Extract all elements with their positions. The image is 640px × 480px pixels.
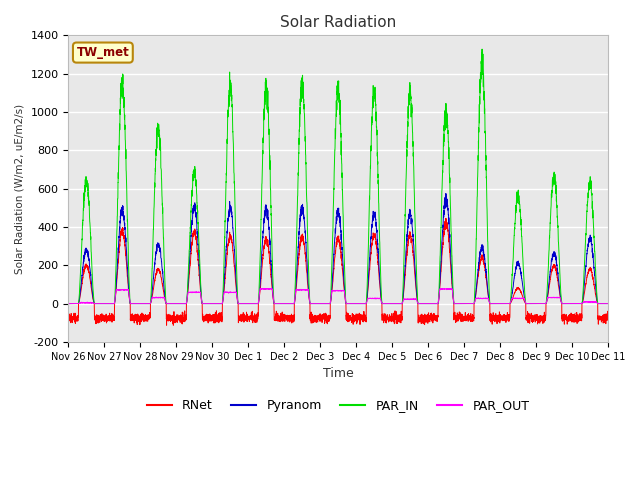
Pyranom <box>65 300 72 306</box>
Pyranom <box>604 300 612 306</box>
PAR_OUT <box>490 300 497 306</box>
PAR_OUT <box>429 300 437 306</box>
RNet <box>460 314 467 320</box>
PAR_IN <box>459 300 467 306</box>
PAR_IN <box>478 46 486 52</box>
RNet <box>442 216 450 221</box>
Line: RNet: RNet <box>68 218 608 325</box>
RNet <box>490 316 497 322</box>
Line: PAR_IN: PAR_IN <box>68 49 608 303</box>
PAR_IN <box>318 300 326 306</box>
Text: TW_met: TW_met <box>77 46 129 59</box>
PAR_IN <box>65 300 72 306</box>
PAR_IN <box>490 300 497 306</box>
Pyranom <box>429 300 437 306</box>
RNet <box>429 316 437 322</box>
Pyranom <box>459 300 467 306</box>
PAR_IN <box>161 289 169 295</box>
Pyranom <box>490 300 497 306</box>
Y-axis label: Solar Radiation (W/m2, uE/m2/s): Solar Radiation (W/m2, uE/m2/s) <box>15 104 25 274</box>
Line: PAR_OUT: PAR_OUT <box>68 288 608 303</box>
PAR_IN <box>604 300 612 306</box>
PAR_OUT <box>318 300 326 306</box>
PAR_IN <box>604 300 611 306</box>
PAR_OUT <box>260 286 268 291</box>
RNet <box>170 323 177 328</box>
RNet <box>65 315 72 321</box>
RNet <box>604 314 611 320</box>
RNet <box>318 317 326 323</box>
Pyranom <box>604 300 611 306</box>
PAR_OUT <box>604 300 612 306</box>
Pyranom <box>442 191 450 196</box>
RNet <box>604 317 612 323</box>
PAR_OUT <box>161 298 169 303</box>
Legend: RNet, Pyranom, PAR_IN, PAR_OUT: RNet, Pyranom, PAR_IN, PAR_OUT <box>142 394 534 417</box>
X-axis label: Time: Time <box>323 367 353 380</box>
PAR_OUT <box>459 300 467 306</box>
PAR_IN <box>429 300 437 306</box>
PAR_OUT <box>604 300 611 306</box>
RNet <box>161 299 169 304</box>
PAR_OUT <box>65 300 72 306</box>
Line: Pyranom: Pyranom <box>68 193 608 303</box>
Title: Solar Radiation: Solar Radiation <box>280 15 396 30</box>
Pyranom <box>161 297 169 302</box>
Pyranom <box>318 300 326 306</box>
